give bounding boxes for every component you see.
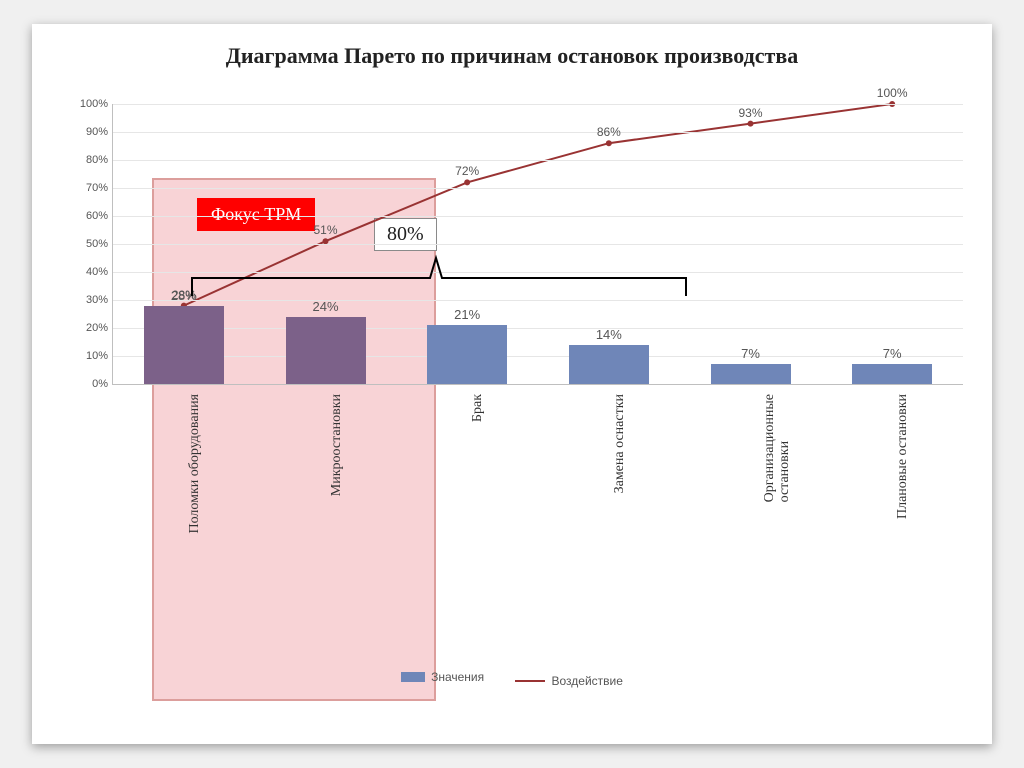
bar [427, 325, 507, 384]
bar [569, 345, 649, 384]
bar [711, 364, 791, 384]
category-label: Замена оснастки [612, 394, 628, 493]
gridline [113, 188, 963, 189]
cumulative-label: 28% [172, 287, 196, 301]
gridline [113, 272, 963, 273]
bar-value-label: 14% [579, 327, 639, 342]
cumulative-label: 100% [877, 86, 908, 100]
bar-value-label: 7% [862, 346, 922, 361]
bar [286, 317, 366, 384]
bar-value-label: 7% [721, 346, 781, 361]
pareto-chart: Фокус TPM 80% 0%10%20%30%40%50%60%70%80%… [52, 94, 972, 694]
bar [144, 306, 224, 384]
category-label: Поломки оборудования [187, 394, 203, 534]
gridline [113, 132, 963, 133]
ytick-label: 90% [63, 126, 108, 138]
ytick-label: 30% [63, 294, 108, 306]
gridline [113, 104, 963, 105]
chart-title: Диаграмма Парето по причинам остановок п… [32, 42, 992, 71]
legend-bar-swatch [401, 672, 425, 682]
cumulative-label: 72% [455, 164, 479, 178]
category-label: Микроостановки [329, 394, 345, 496]
legend-bar-label: Значения [431, 670, 484, 684]
ytick-label: 40% [63, 266, 108, 278]
ytick-label: 10% [63, 350, 108, 362]
cumulative-label: 86% [597, 125, 621, 139]
ytick-label: 70% [63, 182, 108, 194]
cumulative-label: 93% [738, 105, 762, 119]
category-label: Плановые остановки [895, 394, 911, 519]
bar-value-label: 24% [296, 299, 356, 314]
ytick-label: 0% [63, 378, 108, 390]
category-label: Организационныеостановки [762, 394, 793, 502]
cumulative-label: 51% [313, 223, 337, 237]
slide: Диаграмма Парето по причинам остановок п… [32, 24, 992, 744]
ytick-label: 60% [63, 210, 108, 222]
legend: Значения Воздействие [52, 670, 972, 688]
bar [852, 364, 932, 384]
plot-area: 0%10%20%30%40%50%60%70%80%90%100%28%28%2… [112, 104, 963, 385]
legend-line-label: Воздействие [551, 674, 622, 688]
gridline [113, 300, 963, 301]
legend-bar: Значения [401, 670, 484, 684]
gridline [113, 244, 963, 245]
viewport: Диаграмма Парето по причинам остановок п… [0, 0, 1024, 768]
category-label: Брак [470, 394, 486, 422]
gridline [113, 160, 963, 161]
legend-line: Воздействие [515, 674, 622, 688]
legend-line-swatch [515, 680, 545, 682]
ytick-label: 100% [63, 98, 108, 110]
gridline [113, 356, 963, 357]
gridline [113, 216, 963, 217]
gridline [113, 328, 963, 329]
ytick-label: 20% [63, 322, 108, 334]
ytick-label: 50% [63, 238, 108, 250]
bar-value-label: 21% [437, 307, 497, 322]
ytick-label: 80% [63, 154, 108, 166]
